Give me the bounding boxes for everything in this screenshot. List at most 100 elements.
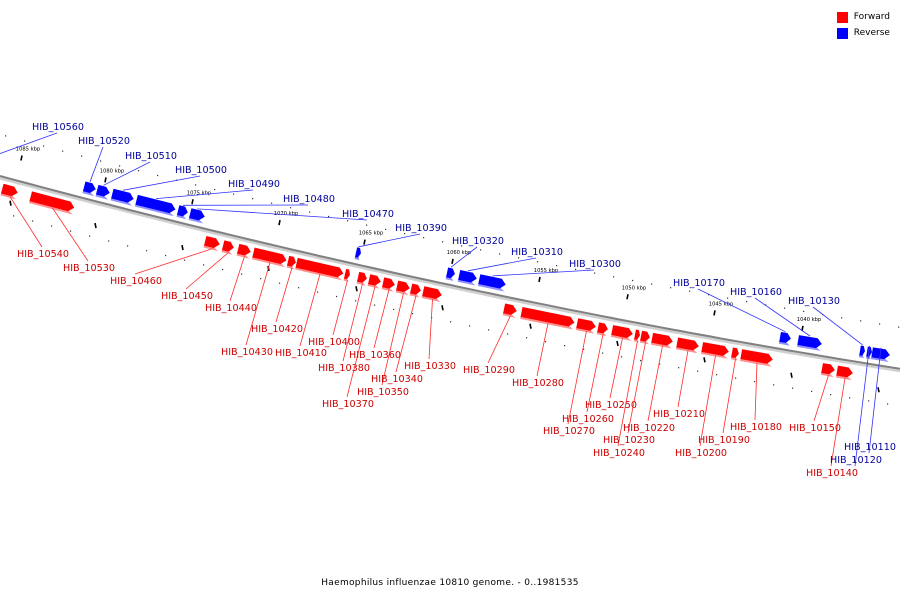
gene-feature[interactable] — [520, 307, 575, 330]
gene-label[interactable]: HIB_10420 — [251, 324, 303, 335]
gene-feature[interactable] — [367, 274, 382, 289]
gene-label[interactable]: HIB_10470 — [342, 209, 394, 220]
gene-feature[interactable] — [356, 271, 368, 286]
gene-label[interactable]: HIB_10330 — [404, 361, 456, 372]
gene-feature[interactable] — [82, 181, 97, 197]
gene-label[interactable]: HIB_10240 — [593, 448, 645, 459]
scale-dot — [488, 329, 490, 331]
gene-feature[interactable] — [858, 345, 866, 359]
gene-feature[interactable] — [778, 331, 792, 346]
gene-label[interactable]: HIB_10360 — [349, 350, 401, 361]
scale-dot — [43, 145, 45, 147]
gene-label[interactable]: HIB_10340 — [371, 374, 423, 385]
scale-dot — [708, 294, 710, 296]
gene-label[interactable]: HIB_10290 — [463, 365, 515, 376]
gene-label[interactable]: HIB_10500 — [175, 165, 227, 176]
gene-feature[interactable] — [221, 240, 236, 255]
gene-label[interactable]: HIB_10530 — [63, 263, 115, 274]
gene-feature[interactable] — [134, 194, 177, 217]
gene-feature[interactable] — [203, 235, 221, 252]
scale-dot — [689, 290, 691, 292]
gene-label[interactable]: HIB_10380 — [318, 363, 370, 374]
gene-label[interactable]: HIB_10400 — [308, 337, 360, 348]
gene-feature[interactable] — [610, 325, 634, 341]
gene-arrow — [859, 345, 865, 356]
gene-feature[interactable] — [700, 342, 730, 359]
label-leader — [536, 323, 549, 377]
gene-label[interactable]: HIB_10120 — [830, 455, 882, 466]
gene-label[interactable]: HIB_10430 — [221, 347, 273, 358]
gene-feature[interactable] — [575, 318, 597, 334]
gene-feature[interactable] — [730, 347, 740, 361]
gene-feature[interactable] — [0, 183, 19, 200]
gene-feature[interactable] — [457, 270, 478, 286]
gene-feature[interactable] — [176, 205, 189, 220]
gene-label[interactable]: HIB_10450 — [161, 291, 213, 302]
gene-feature[interactable] — [445, 267, 456, 281]
gene-feature[interactable] — [251, 247, 288, 268]
gene-feature[interactable] — [650, 332, 674, 349]
gene-feature[interactable] — [639, 330, 651, 345]
gene-feature[interactable] — [596, 322, 609, 337]
gene-label[interactable]: HIB_10460 — [110, 276, 162, 287]
gene-label[interactable]: HIB_10560 — [32, 122, 84, 133]
label-leader — [754, 362, 758, 421]
gene-label[interactable]: HIB_10170 — [673, 278, 725, 289]
gene-label[interactable]: HIB_10230 — [603, 435, 655, 446]
gene-feature[interactable] — [820, 363, 836, 378]
gene-label[interactable]: HIB_10150 — [789, 423, 841, 434]
gene-label[interactable]: HIB_10180 — [730, 422, 782, 433]
gene-label[interactable]: HIB_10210 — [653, 409, 705, 420]
gene-label[interactable]: HIB_10310 — [511, 247, 563, 258]
gene-feature[interactable] — [295, 257, 344, 281]
gene-arrow — [95, 184, 110, 197]
gene-feature[interactable] — [740, 349, 774, 367]
axis-shadow — [0, 175, 900, 373]
reverse-swatch — [836, 27, 848, 39]
gene-feature[interactable] — [95, 184, 111, 200]
gene-feature[interactable] — [354, 247, 363, 261]
gene-arrow — [503, 303, 517, 315]
gene-feature[interactable] — [286, 255, 298, 270]
label-leader — [381, 292, 404, 386]
gene-feature[interactable] — [395, 280, 411, 296]
gene-feature[interactable] — [421, 286, 443, 303]
gene-label[interactable]: HIB_10320 — [452, 236, 504, 247]
gene-label[interactable]: HIB_10130 — [788, 296, 840, 307]
gene-label[interactable]: HIB_10260 — [562, 414, 614, 425]
gene-label[interactable]: HIB_10520 — [78, 136, 130, 147]
gene-feature[interactable] — [28, 191, 76, 215]
gene-feature[interactable] — [796, 335, 823, 351]
gene-label[interactable]: HIB_10410 — [275, 348, 327, 359]
gene-label[interactable]: HIB_10370 — [322, 399, 374, 410]
gene-label[interactable]: HIB_10110 — [844, 442, 896, 453]
gene-label[interactable]: HIB_10280 — [512, 378, 564, 389]
gene-feature[interactable] — [835, 365, 854, 381]
gene-feature[interactable] — [477, 274, 507, 292]
gene-feature[interactable] — [409, 283, 422, 298]
gene-label[interactable]: HIB_10490 — [228, 179, 280, 190]
gene-feature[interactable] — [675, 337, 700, 354]
gene-label[interactable]: HIB_10250 — [585, 400, 637, 411]
gene-label[interactable]: HIB_10270 — [543, 426, 595, 437]
minor-tick — [441, 305, 444, 311]
gene-feature[interactable] — [188, 208, 206, 224]
gene-label[interactable]: HIB_10160 — [730, 287, 782, 298]
gene-label[interactable]: HIB_10540 — [17, 249, 69, 260]
gene-label[interactable]: HIB_10190 — [698, 435, 750, 446]
gene-label[interactable]: HIB_10390 — [395, 223, 447, 234]
gene-label[interactable]: HIB_10140 — [806, 468, 858, 479]
gene-feature[interactable] — [236, 243, 252, 259]
gene-label[interactable]: HIB_10510 — [125, 151, 177, 162]
gene-feature[interactable] — [343, 268, 352, 282]
gene-label[interactable]: HIB_10440 — [205, 303, 257, 314]
gene-label[interactable]: HIB_10300 — [569, 259, 621, 270]
gene-feature[interactable] — [381, 277, 396, 292]
gene-label[interactable]: HIB_10220 — [623, 423, 675, 434]
gene-feature[interactable] — [110, 188, 135, 206]
gene-feature[interactable] — [633, 329, 641, 343]
gene-label[interactable]: HIB_10480 — [283, 194, 335, 205]
gene-feature[interactable] — [502, 303, 518, 318]
gene-label[interactable]: HIB_10350 — [357, 387, 409, 398]
gene-label[interactable]: HIB_10200 — [675, 448, 727, 459]
